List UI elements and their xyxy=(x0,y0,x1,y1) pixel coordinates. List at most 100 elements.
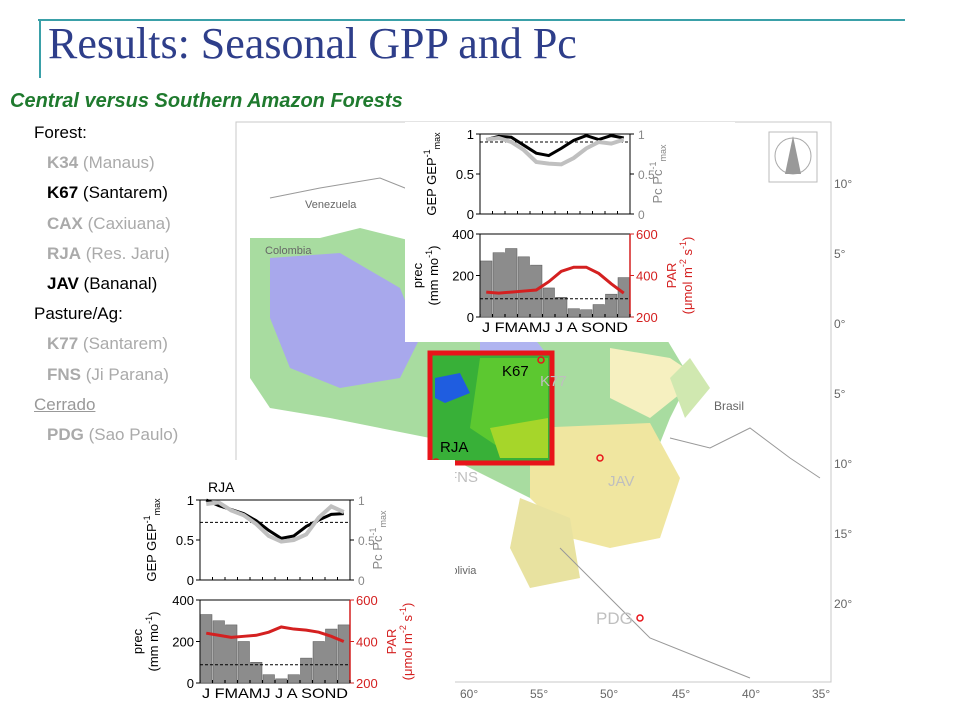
k67-pc-ytick-label: 0.5 xyxy=(638,168,655,182)
site-label-k67: K67 xyxy=(502,363,529,380)
lat-label: 15° xyxy=(834,527,852,541)
legend-site-code: RJA xyxy=(47,243,82,263)
lat-label: 5° xyxy=(834,387,846,401)
k67-gep-ytick-label: 1 xyxy=(467,127,474,142)
legend-site-location: (Ji Parana) xyxy=(81,364,169,384)
rja-panel-label: RJA xyxy=(208,479,235,495)
k67-prec-ylabel-close: ) xyxy=(426,245,441,249)
rja-pc-ylabel-sub: max xyxy=(378,510,388,528)
legend-cerrado-list: PDG (Sao Paulo) xyxy=(34,420,254,450)
rja-prec-ylabel-sup: -1 xyxy=(144,616,154,624)
rja-prec-bar xyxy=(225,624,238,684)
site-marker-pdg xyxy=(636,614,644,622)
legend-site-code: JAV xyxy=(47,274,79,294)
legend-site-code: K77 xyxy=(47,334,79,354)
k67-par-ylabel-unit: (μmol m-2 s-1) xyxy=(678,237,695,315)
lat-label: 5° xyxy=(834,247,846,261)
rja-month-labels: J FMAMJ J A SOND xyxy=(202,685,348,701)
rja-par-ytick-label: 200 xyxy=(356,676,378,691)
rja-par-close: ) xyxy=(400,603,415,607)
map-label-colombia: Colombia xyxy=(265,245,312,257)
k67-par-close: ) xyxy=(680,237,695,241)
k67-prec-ytick-label: 400 xyxy=(452,227,474,242)
k67-prec-bar xyxy=(617,277,630,318)
k67-prec-bar xyxy=(492,252,505,318)
rja-prec-bar xyxy=(200,614,213,684)
title-frame xyxy=(38,19,905,78)
legend-site-code: PDG xyxy=(47,425,84,445)
k67-par-ylabel: PAR xyxy=(664,263,679,289)
map-label-brasil: Brasil xyxy=(714,399,744,413)
rja-prec-bar xyxy=(300,657,313,684)
legend-site-code: FNS xyxy=(47,364,81,384)
lon-axis: 60° 55° 50° 45° 40° 35° xyxy=(460,687,830,701)
site-label-rja: RJA xyxy=(440,439,468,456)
rja-pc-ytick-label: 1 xyxy=(358,494,365,508)
rja-par-sup1: -2 xyxy=(398,625,408,633)
rja-par-ytick-label: 600 xyxy=(356,593,378,608)
legend-site-location: (Caxiuana) xyxy=(82,213,171,233)
legend-site-rja: RJA (Res. Jaru) xyxy=(34,239,254,269)
k67-prec-bar xyxy=(480,260,493,318)
k67-prec-ylabel: prec xyxy=(410,262,425,288)
highlight-blue-patch xyxy=(435,373,470,403)
rja-prec-bar xyxy=(287,674,300,684)
legend-site-fns: FNS (Ji Parana) xyxy=(34,360,254,390)
rja-prec-bar xyxy=(212,620,225,684)
site-label-fns: FNS xyxy=(448,469,478,486)
k67-pc-ytick-label: 1 xyxy=(638,128,645,142)
k67-prec-bar xyxy=(580,309,593,318)
k67-prec-bar xyxy=(592,304,605,318)
k67-month-labels: J FMAMJ J A SOND xyxy=(482,319,628,335)
legend-pasture-header: Pasture/Ag: xyxy=(34,304,123,324)
legend-site-code: K67 xyxy=(47,183,79,203)
legend-site-code: CAX xyxy=(47,213,83,233)
k67-par-ytick-label: 400 xyxy=(636,269,658,284)
legend-site-k77: K77 (Santarem) xyxy=(34,329,254,359)
legend-site-location: (Sao Paulo) xyxy=(83,425,179,445)
site-label-pdg: PDG xyxy=(596,609,633,628)
site-legend: Forest: K34 (Manaus) K67 (Santarem) CAX (C… xyxy=(34,118,254,450)
veg-region-pale-green xyxy=(670,358,710,418)
rja-gep-ylabel-sup: -1 xyxy=(142,515,152,523)
k67-pc-ytick-label: 0 xyxy=(638,208,645,222)
lat-label: 10° xyxy=(834,177,852,191)
legend-site-location: (Bananal) xyxy=(78,274,158,294)
k67-prec-bar xyxy=(505,248,518,318)
rja-gep-ylabel-sub: max xyxy=(152,498,162,516)
lon-label: 55° xyxy=(530,687,548,701)
k67-par-sup2: -1 xyxy=(678,241,688,249)
slide-subtitle: Central versus Southern Amazon Forests xyxy=(10,90,403,112)
k67-prec-ylabel-unit: (mm mo-1) xyxy=(424,245,441,305)
legend-site-location: (Santarem) xyxy=(78,334,168,354)
k67-gep-ytick-label: 0.5 xyxy=(456,167,474,182)
border-line-3 xyxy=(669,427,821,479)
legend-site-location: (Res. Jaru) xyxy=(81,243,170,263)
k67-par-ytick-label: 600 xyxy=(636,227,658,242)
rja-prec-ylabel-close: ) xyxy=(146,611,161,615)
rja-pc-ylabel-sup: -1 xyxy=(368,528,378,536)
site-marker-k67 xyxy=(537,356,545,364)
veg-region-yellow xyxy=(530,423,680,548)
lon-label: 50° xyxy=(600,687,618,701)
rja-prec-axes xyxy=(199,599,351,684)
rja-prec-bar xyxy=(312,641,325,684)
rja-prec-ytick-label: 0 xyxy=(187,676,194,691)
k67-prec-ytick-label: 0 xyxy=(467,310,474,325)
k67-par-line xyxy=(486,265,625,295)
rja-gep-ytick-label: 0 xyxy=(187,573,194,588)
k67-prec-ytick-label: 200 xyxy=(452,269,474,284)
k67-prec-ylabel-sup: -1 xyxy=(424,250,434,258)
legend-site-cax: CAX (Caxiuana) xyxy=(34,209,254,239)
k67-pc-ylabel-sup: -1 xyxy=(648,162,658,170)
k67-gep-ylabel-sup: -1 xyxy=(422,149,432,157)
highlight-yellowgreen-patch xyxy=(490,418,548,458)
legend-pasture-list: K77 (Santarem) FNS (Ji Parana) xyxy=(34,329,254,389)
k67-par-mid: s xyxy=(680,249,695,260)
rja-pc-ytick-label: 0.5 xyxy=(358,534,375,548)
slide-title: Results: Seasonal GPP and Pc xyxy=(48,19,577,68)
legend-site-location: (Manaus) xyxy=(78,153,155,173)
legend-site-location: (Santarem) xyxy=(78,183,168,203)
legend-site-k34: K34 (Manaus) xyxy=(34,148,254,178)
rja-prec-ytick-label: 400 xyxy=(172,593,194,608)
